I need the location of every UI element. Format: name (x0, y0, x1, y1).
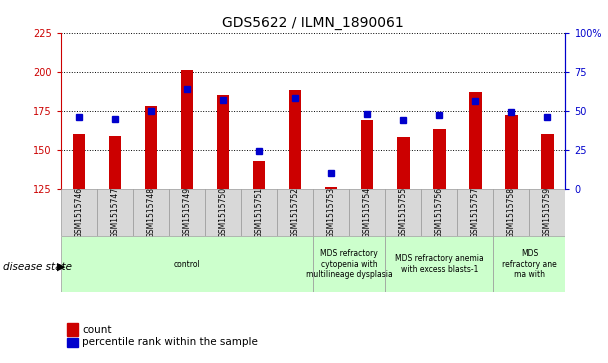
Bar (541, 134, 554, 189)
Title: GDS5622 / ILMN_1890061: GDS5622 / ILMN_1890061 (223, 16, 404, 30)
Bar (349, 189, 385, 236)
Bar (169, 189, 205, 236)
Text: count: count (82, 325, 112, 335)
Bar (289, 90, 302, 189)
Bar (97, 189, 133, 236)
Bar (205, 189, 241, 236)
Bar (61, 236, 313, 292)
Bar (505, 115, 517, 189)
Text: GSM1515754: GSM1515754 (363, 187, 371, 238)
Text: GSM1515748: GSM1515748 (147, 187, 156, 238)
Bar (61, 189, 97, 236)
Bar (433, 130, 446, 189)
Text: GSM1515752: GSM1515752 (291, 187, 300, 238)
Text: GSM1515757: GSM1515757 (471, 187, 480, 238)
Text: GSM1515749: GSM1515749 (182, 187, 192, 238)
Text: GSM1515756: GSM1515756 (435, 187, 444, 238)
Bar (530, 189, 565, 236)
Bar (241, 189, 277, 236)
Bar (493, 236, 565, 292)
Text: control: control (174, 260, 200, 269)
Bar (313, 236, 385, 292)
Bar (421, 189, 457, 236)
Bar (72, 134, 85, 189)
Bar (253, 161, 265, 189)
Text: GSM1515750: GSM1515750 (218, 187, 227, 238)
Text: GSM1515755: GSM1515755 (399, 187, 408, 238)
Bar (493, 189, 530, 236)
Bar (385, 189, 421, 236)
Text: GSM1515753: GSM1515753 (326, 187, 336, 238)
Bar (457, 189, 493, 236)
Bar (181, 70, 193, 189)
Bar (109, 136, 121, 189)
Bar (361, 120, 373, 189)
Text: disease state: disease state (3, 262, 72, 272)
Text: GSM1515746: GSM1515746 (74, 187, 83, 238)
Bar (385, 236, 493, 292)
Bar (469, 92, 482, 189)
Text: MDS refractory
cytopenia with
multilineage dysplasia: MDS refractory cytopenia with multilinea… (306, 249, 393, 279)
Text: GSM1515751: GSM1515751 (255, 187, 263, 238)
Text: ▶: ▶ (57, 262, 65, 272)
Text: MDS
refractory ane
ma with: MDS refractory ane ma with (502, 249, 557, 279)
Bar (133, 189, 169, 236)
Text: GSM1515758: GSM1515758 (507, 187, 516, 238)
Text: GSM1515759: GSM1515759 (543, 187, 552, 238)
Text: GSM1515747: GSM1515747 (111, 187, 119, 238)
Text: percentile rank within the sample: percentile rank within the sample (82, 337, 258, 347)
Text: MDS refractory anemia
with excess blasts-1: MDS refractory anemia with excess blasts… (395, 254, 483, 274)
Bar (277, 189, 313, 236)
Bar (145, 106, 157, 189)
Bar (325, 187, 337, 189)
Bar (397, 137, 410, 189)
Bar (313, 189, 349, 236)
Bar (216, 95, 229, 189)
